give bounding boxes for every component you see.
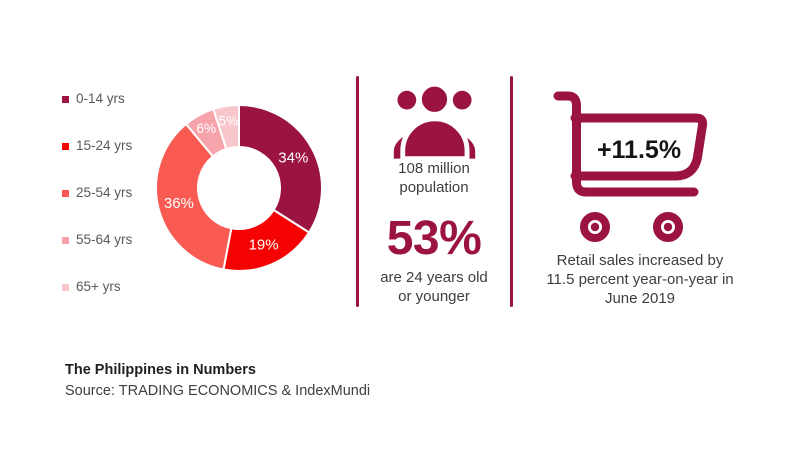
legend-label: 55-64 yrs bbox=[76, 232, 133, 247]
donut-slice-label: 5% bbox=[219, 113, 239, 128]
donut-slice-65+-yrs bbox=[212, 104, 240, 151]
donut-chart: 34% 19% 36% 6%5% bbox=[155, 104, 323, 272]
donut-slice-25-54-yrs bbox=[155, 123, 233, 271]
legend-swatch bbox=[62, 142, 69, 150]
source-credit: Source: TRADING ECONOMICS & IndexMundi bbox=[65, 383, 371, 399]
legend-label: 25-54 yrs bbox=[76, 185, 133, 200]
retail-caption: Retail sales increased by 11.5 percent y… bbox=[546, 252, 734, 307]
legend-item: 55-64 yrs bbox=[62, 233, 132, 247]
chart-legend: 0-14 yrs 15-24 yrs 25-54 yrs 55-64 yrs 65+ y… bbox=[62, 92, 132, 294]
legend-item: 15-24 yrs bbox=[62, 139, 132, 153]
population-stat-caption: are 24 years old or younger bbox=[380, 269, 488, 305]
divider-line-left bbox=[356, 76, 359, 307]
donut-slice-label: 19% bbox=[249, 236, 279, 253]
shopping-cart-icon bbox=[553, 91, 708, 242]
population-total-text: 108 million population bbox=[398, 160, 470, 196]
population-stat-value: 53% bbox=[386, 212, 482, 265]
people-group-icon bbox=[393, 81, 476, 159]
legend-label: 65+ yrs bbox=[76, 279, 121, 294]
legend-swatch bbox=[62, 189, 69, 197]
donut-slice-label: 34% bbox=[278, 150, 308, 167]
cart-basket bbox=[570, 113, 708, 181]
legend-label: 0-14 yrs bbox=[76, 91, 125, 106]
cart-wheel-left bbox=[580, 212, 610, 242]
donut-slice-0-14-yrs bbox=[238, 104, 323, 234]
cart-wheel-right-hub bbox=[663, 222, 673, 232]
cart-handle-frame bbox=[553, 91, 699, 197]
center-person-head bbox=[417, 81, 452, 117]
center-person-body bbox=[400, 116, 470, 159]
divider-line-right bbox=[510, 76, 513, 307]
cart-wheel-left-hub bbox=[590, 222, 600, 232]
legend-item: 0-14 yrs bbox=[62, 92, 132, 106]
legend-label: 15-24 yrs bbox=[76, 138, 133, 153]
side-person-left bbox=[397, 90, 417, 110]
donut-slice-label: 36% bbox=[164, 195, 194, 212]
donut-slice-label: 6% bbox=[196, 121, 216, 136]
legend-swatch bbox=[62, 283, 69, 291]
cart-wheel-right bbox=[653, 212, 683, 242]
side-person-right bbox=[452, 90, 472, 110]
legend-swatch bbox=[62, 236, 69, 244]
legend-item: 25-54 yrs bbox=[62, 186, 132, 200]
retail-growth-badge: +11.5% bbox=[596, 136, 682, 164]
infographic-title: The Philippines in Numbers bbox=[65, 362, 256, 378]
legend-swatch bbox=[62, 95, 69, 103]
legend-item: 65+ yrs bbox=[62, 280, 132, 294]
